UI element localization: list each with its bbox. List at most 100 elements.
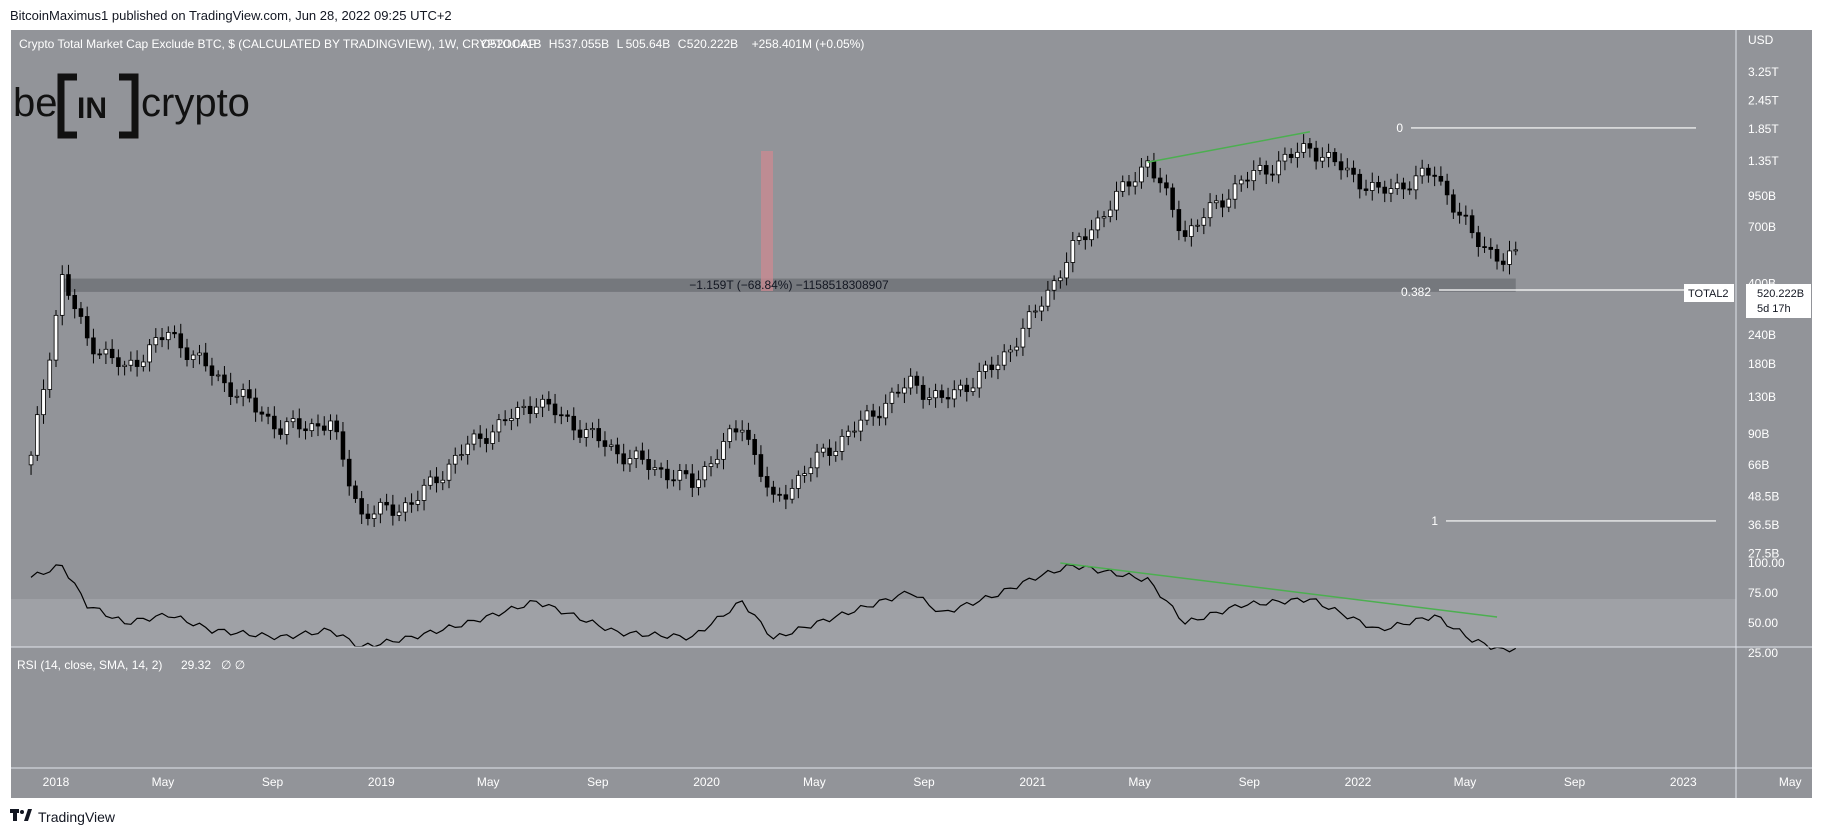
candle-body: [409, 502, 414, 505]
candle-body: [403, 502, 408, 513]
candle-body: [796, 475, 801, 489]
candle-body: [141, 361, 146, 367]
candle-body: [109, 348, 115, 359]
candle-body: [902, 387, 907, 394]
candle-body: [440, 479, 446, 484]
candle-body: [297, 418, 302, 430]
candle-body: [1345, 167, 1350, 171]
candle-body: [970, 387, 976, 392]
symbol-tag: TOTAL2: [1688, 288, 1729, 300]
rsi-axis[interactable]: 100.00 75.00 50.00 25.00: [1748, 556, 1785, 660]
candle-body: [1101, 216, 1107, 219]
candle-body: [484, 438, 489, 444]
candle-body: [1045, 289, 1051, 307]
rsi-legend: RSI (14, close, SMA, 14, 2) 29.32 ∅ ∅: [17, 658, 245, 672]
candle-body: [540, 398, 545, 408]
candle-body: [565, 414, 570, 417]
legend-l-value: 505.64B: [626, 37, 671, 51]
candle-body: [1494, 249, 1500, 262]
legend-h-key: H: [549, 37, 558, 51]
logo-bracket-gap-top: [77, 72, 119, 82]
currency-label: USD: [1748, 33, 1774, 47]
candle-body: [91, 337, 96, 355]
candle-body: [1207, 202, 1213, 219]
logo-in: IN: [77, 92, 107, 125]
candle-body: [1232, 183, 1238, 200]
candle-body: [471, 433, 477, 445]
candle-body: [421, 484, 427, 501]
candle-body: [253, 397, 258, 413]
candle-body: [509, 418, 514, 421]
candle-body: [1307, 143, 1313, 149]
price-axis-label: 36.5B: [1748, 518, 1779, 532]
legend-title: Crypto Total Market Cap Exclude BTC, $ (…: [19, 37, 536, 51]
candle-body: [1170, 187, 1175, 210]
candle-body: [1251, 170, 1257, 182]
candle-body: [72, 295, 77, 310]
candle-body: [346, 458, 352, 487]
candle-body: [78, 308, 84, 317]
candle-body: [989, 364, 995, 371]
candle-body: [1226, 198, 1232, 208]
candle-body: [1394, 182, 1400, 190]
candle-body: [1326, 151, 1331, 158]
candle-body: [1432, 174, 1437, 177]
time-axis[interactable]: 2018 May Sep 2019 May Sep 2020 May Sep 2021 May Sep…: [43, 775, 1802, 789]
candle-body: [608, 444, 614, 447]
candle-body: [502, 419, 508, 422]
candle-body: [290, 418, 296, 423]
candle-body: [571, 415, 577, 431]
candle-body: [116, 357, 121, 367]
candle-body: [328, 420, 333, 431]
candle-body: [1263, 165, 1269, 175]
rsi-axis-label: 100.00: [1748, 556, 1785, 570]
candle-body: [1407, 188, 1412, 191]
candle-body: [1039, 305, 1044, 312]
candle-body: [47, 359, 53, 390]
candle-body: [633, 450, 639, 459]
candle-body: [1513, 249, 1519, 252]
legend-o-key: O: [481, 37, 490, 51]
footer-brand[interactable]: TradingView: [38, 808, 116, 825]
candle-body: [1201, 217, 1207, 226]
candle-body: [446, 463, 452, 481]
candle-body: [384, 501, 389, 506]
time-axis-label: 2022: [1345, 775, 1372, 789]
price-axis[interactable]: 3.25T2.45T1.85T1.35T950B700B400B340B240B…: [1748, 65, 1779, 560]
candle-body: [1157, 177, 1163, 184]
candle-body: [983, 364, 988, 372]
candle-body: [390, 504, 396, 516]
candle-body: [1189, 225, 1194, 237]
candle-body: [927, 397, 932, 400]
candle-body: [1488, 246, 1494, 250]
measure-band: [62, 278, 1516, 292]
candle-body: [789, 488, 795, 500]
candle-body: [278, 428, 283, 435]
candle-body: [1382, 186, 1388, 194]
legend-h-value: 537.055B: [558, 37, 609, 51]
price-divergence-line: [1147, 131, 1311, 164]
candle-body: [1376, 182, 1381, 188]
rsi-axis-label: 50.00: [1748, 616, 1778, 630]
candle-body: [66, 274, 71, 296]
candle-body: [764, 476, 770, 488]
candle-body: [746, 429, 751, 440]
time-axis-label: May: [1779, 775, 1802, 789]
time-axis-label: 2023: [1670, 775, 1697, 789]
candle-body: [490, 431, 495, 444]
candle-body: [1245, 179, 1250, 182]
candle-body: [665, 468, 670, 481]
legend-l-key: L: [617, 37, 624, 51]
price-axis-label: 2.45T: [1748, 94, 1779, 108]
price-tag-value: 520.222B: [1757, 288, 1804, 300]
candle-body: [777, 493, 782, 496]
candle-body: [895, 391, 901, 394]
candle-body: [1014, 346, 1019, 351]
price-axis-label: 180B: [1748, 357, 1776, 371]
candle-body: [908, 375, 913, 389]
candle-body: [1363, 188, 1369, 191]
candle-body: [721, 441, 726, 460]
candle-body: [889, 391, 895, 404]
candle-body: [577, 429, 583, 438]
candle-body: [527, 405, 533, 415]
